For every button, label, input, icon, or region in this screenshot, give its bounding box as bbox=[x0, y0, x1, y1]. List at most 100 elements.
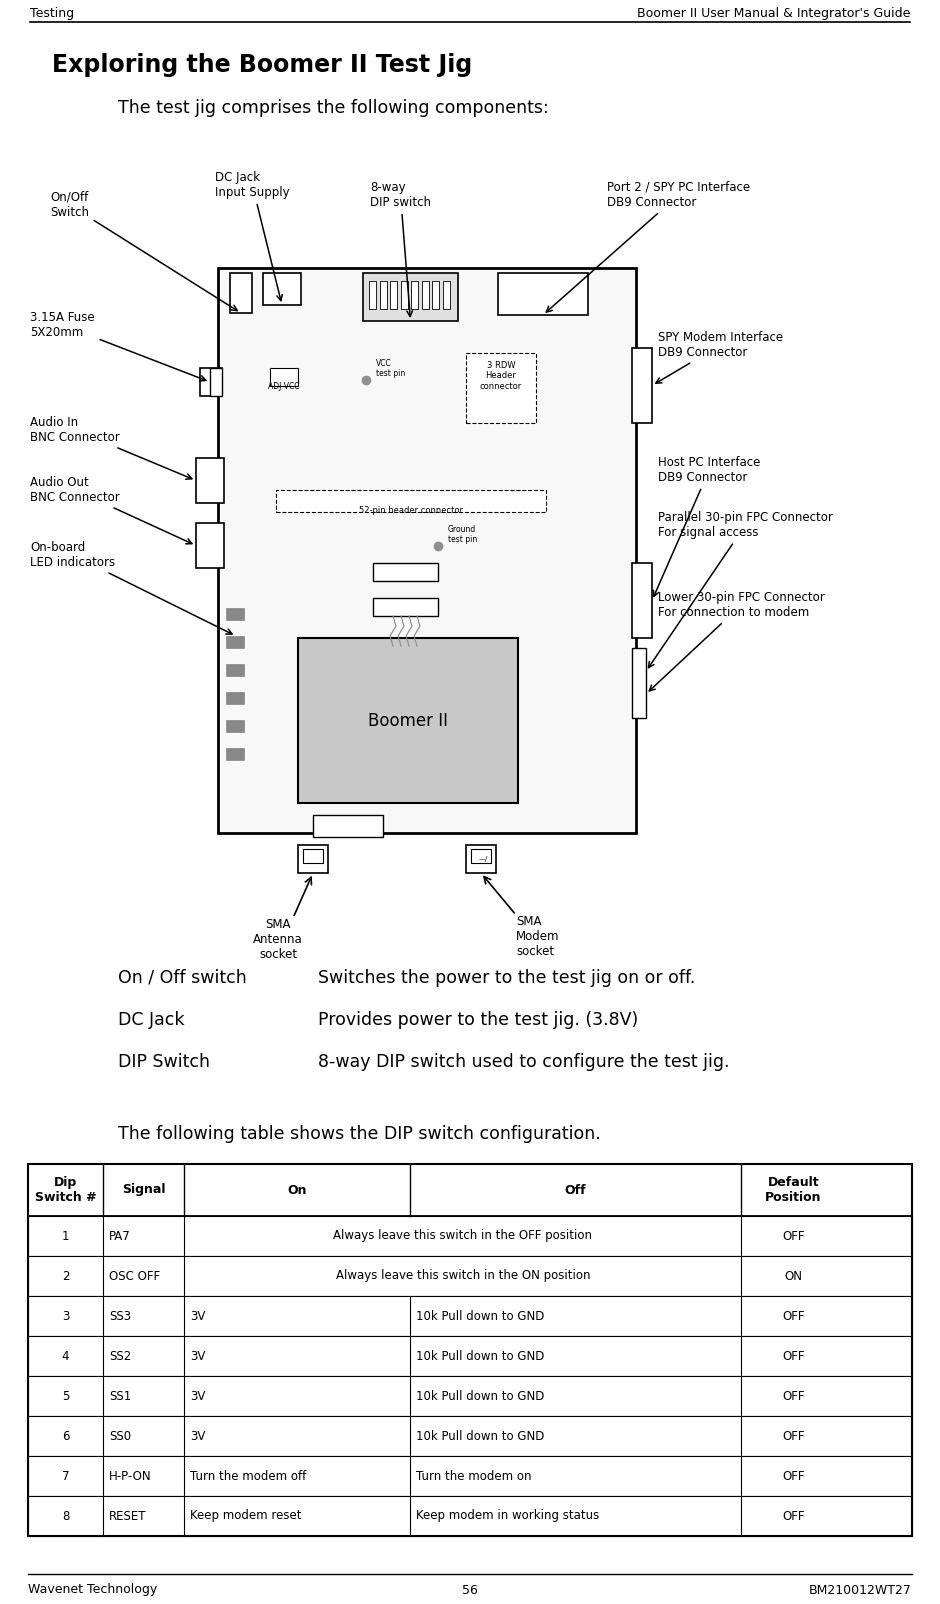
Text: Audio Out
BNC Connector: Audio Out BNC Connector bbox=[30, 476, 192, 544]
Text: Switches the power to the test jig on or off.: Switches the power to the test jig on or… bbox=[318, 969, 696, 986]
Text: OFF: OFF bbox=[782, 1389, 805, 1402]
Text: Provides power to the test jig. (3.8V): Provides power to the test jig. (3.8V) bbox=[318, 1011, 638, 1030]
Text: 8-way DIP switch used to configure the test jig.: 8-way DIP switch used to configure the t… bbox=[318, 1052, 729, 1071]
Bar bbox=[200, 367, 222, 396]
Text: Boomer II User Manual & Integrator's Guide: Boomer II User Manual & Integrator's Gui… bbox=[636, 6, 910, 19]
Text: Off: Off bbox=[565, 1184, 587, 1197]
Text: 4: 4 bbox=[62, 1349, 70, 1362]
Text: On / Off switch: On / Off switch bbox=[118, 969, 246, 986]
Text: ON: ON bbox=[785, 1269, 803, 1283]
Text: Host PC Interface
DB9 Connector: Host PC Interface DB9 Connector bbox=[653, 456, 760, 597]
Text: 8-way
DIP switch: 8-way DIP switch bbox=[370, 181, 431, 316]
Bar bbox=[471, 849, 491, 863]
Text: Testing: Testing bbox=[30, 6, 74, 19]
Text: Always leave this switch in the OFF position: Always leave this switch in the OFF posi… bbox=[334, 1230, 592, 1243]
Bar bbox=[400, 281, 408, 310]
Text: OFF: OFF bbox=[782, 1230, 805, 1243]
Text: Parallel 30-pin FPC Connector
For signal access: Parallel 30-pin FPC Connector For signal… bbox=[649, 512, 833, 667]
Text: 10k Pull down to GND: 10k Pull down to GND bbox=[415, 1389, 544, 1402]
Text: OFF: OFF bbox=[782, 1349, 805, 1362]
Bar bbox=[632, 348, 652, 423]
Text: 1: 1 bbox=[62, 1230, 70, 1243]
Bar bbox=[226, 608, 244, 621]
Text: —/: —/ bbox=[478, 857, 488, 861]
Text: 3V: 3V bbox=[191, 1309, 206, 1323]
Text: The test jig comprises the following components:: The test jig comprises the following com… bbox=[118, 99, 549, 117]
Text: DIP Switch: DIP Switch bbox=[118, 1052, 210, 1071]
Bar bbox=[421, 281, 429, 310]
Bar bbox=[373, 598, 438, 616]
Bar bbox=[28, 1497, 912, 1537]
Bar bbox=[218, 268, 636, 832]
Text: Port 2 / SPY PC Interface
DB9 Connector: Port 2 / SPY PC Interface DB9 Connector bbox=[546, 181, 750, 313]
Text: 3V: 3V bbox=[191, 1429, 206, 1442]
Bar bbox=[28, 1165, 912, 1537]
Bar bbox=[313, 815, 383, 837]
Text: Wavenet Technology: Wavenet Technology bbox=[28, 1583, 157, 1596]
Bar bbox=[303, 849, 323, 863]
Bar bbox=[443, 281, 449, 310]
Bar bbox=[380, 281, 386, 310]
Bar bbox=[226, 720, 244, 731]
Bar bbox=[196, 523, 224, 568]
Bar bbox=[28, 1165, 912, 1216]
Text: On/Off
Switch: On/Off Switch bbox=[50, 191, 237, 311]
Bar bbox=[411, 281, 418, 310]
Text: OFF: OFF bbox=[782, 1429, 805, 1442]
Bar bbox=[498, 273, 588, 314]
Text: Turn the modem off: Turn the modem off bbox=[191, 1469, 306, 1482]
Text: SS2: SS2 bbox=[109, 1349, 132, 1362]
Text: Boomer II: Boomer II bbox=[368, 712, 448, 730]
Text: SS1: SS1 bbox=[109, 1389, 132, 1402]
Bar bbox=[432, 281, 439, 310]
Text: SS0: SS0 bbox=[109, 1429, 132, 1442]
Text: Keep modem in working status: Keep modem in working status bbox=[415, 1509, 599, 1522]
Bar bbox=[28, 1376, 912, 1416]
Bar bbox=[373, 563, 438, 581]
Bar bbox=[28, 1336, 912, 1376]
Bar bbox=[28, 1216, 912, 1256]
Text: 8: 8 bbox=[62, 1509, 70, 1522]
Text: PA7: PA7 bbox=[109, 1230, 131, 1243]
Bar bbox=[466, 353, 536, 423]
Text: 6: 6 bbox=[62, 1429, 70, 1442]
Text: 7: 7 bbox=[62, 1469, 70, 1482]
Text: ADJ VCC: ADJ VCC bbox=[268, 382, 300, 391]
Bar bbox=[263, 273, 301, 305]
Text: SPY Modem Interface
DB9 Connector: SPY Modem Interface DB9 Connector bbox=[656, 330, 783, 383]
Text: Ground
test pin: Ground test pin bbox=[448, 525, 478, 544]
Text: On-board
LED indicators: On-board LED indicators bbox=[30, 541, 232, 634]
Bar bbox=[466, 845, 496, 873]
Text: SMA
Antenna
socket: SMA Antenna socket bbox=[253, 917, 303, 961]
Bar bbox=[369, 281, 376, 310]
Text: Audio In
BNC Connector: Audio In BNC Connector bbox=[30, 415, 192, 480]
Text: 3.15A Fuse
5X20mm: 3.15A Fuse 5X20mm bbox=[30, 311, 206, 382]
Bar bbox=[230, 273, 252, 313]
Text: 52-pin header connector: 52-pin header connector bbox=[359, 505, 463, 515]
Text: OFF: OFF bbox=[782, 1509, 805, 1522]
Bar bbox=[632, 563, 652, 638]
Bar bbox=[196, 459, 224, 504]
Bar bbox=[226, 747, 244, 760]
Text: 5: 5 bbox=[62, 1389, 70, 1402]
Bar bbox=[28, 1416, 912, 1456]
Text: On: On bbox=[288, 1184, 307, 1197]
Text: OFF: OFF bbox=[782, 1469, 805, 1482]
Text: H-P-ON: H-P-ON bbox=[109, 1469, 151, 1482]
Bar bbox=[226, 691, 244, 704]
Text: Always leave this switch in the ON position: Always leave this switch in the ON posit… bbox=[336, 1269, 590, 1283]
Text: 56: 56 bbox=[462, 1583, 478, 1596]
Text: 3 RDW
Header
connector: 3 RDW Header connector bbox=[480, 361, 522, 391]
Text: VCC
test pin: VCC test pin bbox=[376, 359, 405, 379]
Bar bbox=[276, 489, 546, 512]
Text: DC Jack
Input Supply: DC Jack Input Supply bbox=[215, 172, 290, 300]
Bar bbox=[210, 367, 222, 396]
Bar bbox=[28, 1456, 912, 1497]
Bar bbox=[632, 648, 646, 719]
Text: Dip
Switch #: Dip Switch # bbox=[35, 1176, 97, 1205]
Bar bbox=[390, 281, 397, 310]
Text: Lower 30-pin FPC Connector
For connection to modem: Lower 30-pin FPC Connector For connectio… bbox=[650, 590, 824, 691]
Text: 3V: 3V bbox=[191, 1389, 206, 1402]
Text: Exploring the Boomer II Test Jig: Exploring the Boomer II Test Jig bbox=[52, 53, 472, 77]
Bar bbox=[28, 1296, 912, 1336]
